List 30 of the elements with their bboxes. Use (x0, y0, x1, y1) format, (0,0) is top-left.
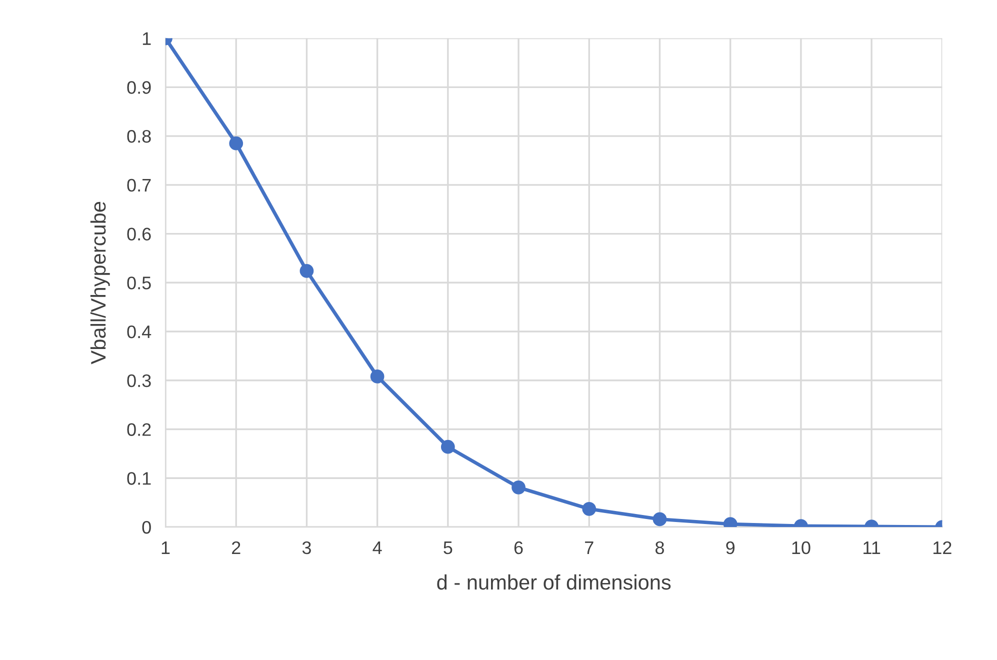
y-tick-label: 0.8 (127, 130, 151, 143)
x-tick-label: 10 (792, 541, 810, 554)
x-tick-label: 9 (726, 541, 735, 554)
x-tick-label: 3 (302, 541, 311, 554)
point (512, 480, 526, 494)
point (370, 370, 384, 384)
x-tick-label: 2 (232, 541, 240, 554)
point (582, 502, 596, 516)
y-tick-label: 0.1 (127, 472, 151, 485)
y-tick-label: 1 (142, 32, 151, 45)
x-tick-label: 11 (864, 542, 880, 554)
y-axis-title: Vball/Vhypercube (90, 202, 110, 364)
x-tick-label: 8 (656, 541, 664, 554)
y-tick-label: 0.9 (127, 81, 151, 94)
y-tick-label: 0.4 (127, 325, 152, 338)
x-tick-label: 6 (514, 541, 523, 554)
x-tick-label: 12 (934, 541, 952, 554)
x-tick-label: 4 (372, 542, 382, 554)
point (440, 440, 455, 454)
y-tick-label: 0.5 (127, 276, 151, 290)
x-tick-label: 7 (585, 542, 594, 554)
y-tick-label: 0.7 (127, 178, 151, 192)
point (300, 264, 314, 278)
y-tick-label: 0.6 (127, 228, 151, 240)
y-tick-label: 0.2 (127, 423, 151, 436)
x-axis-title: d - number of dimensions (437, 574, 671, 590)
x-tick-label: 5 (444, 542, 452, 554)
y-tick-label: 0.3 (127, 374, 151, 388)
x-tick-label: 1 (162, 542, 170, 554)
y-tick-label: 0 (142, 520, 151, 534)
